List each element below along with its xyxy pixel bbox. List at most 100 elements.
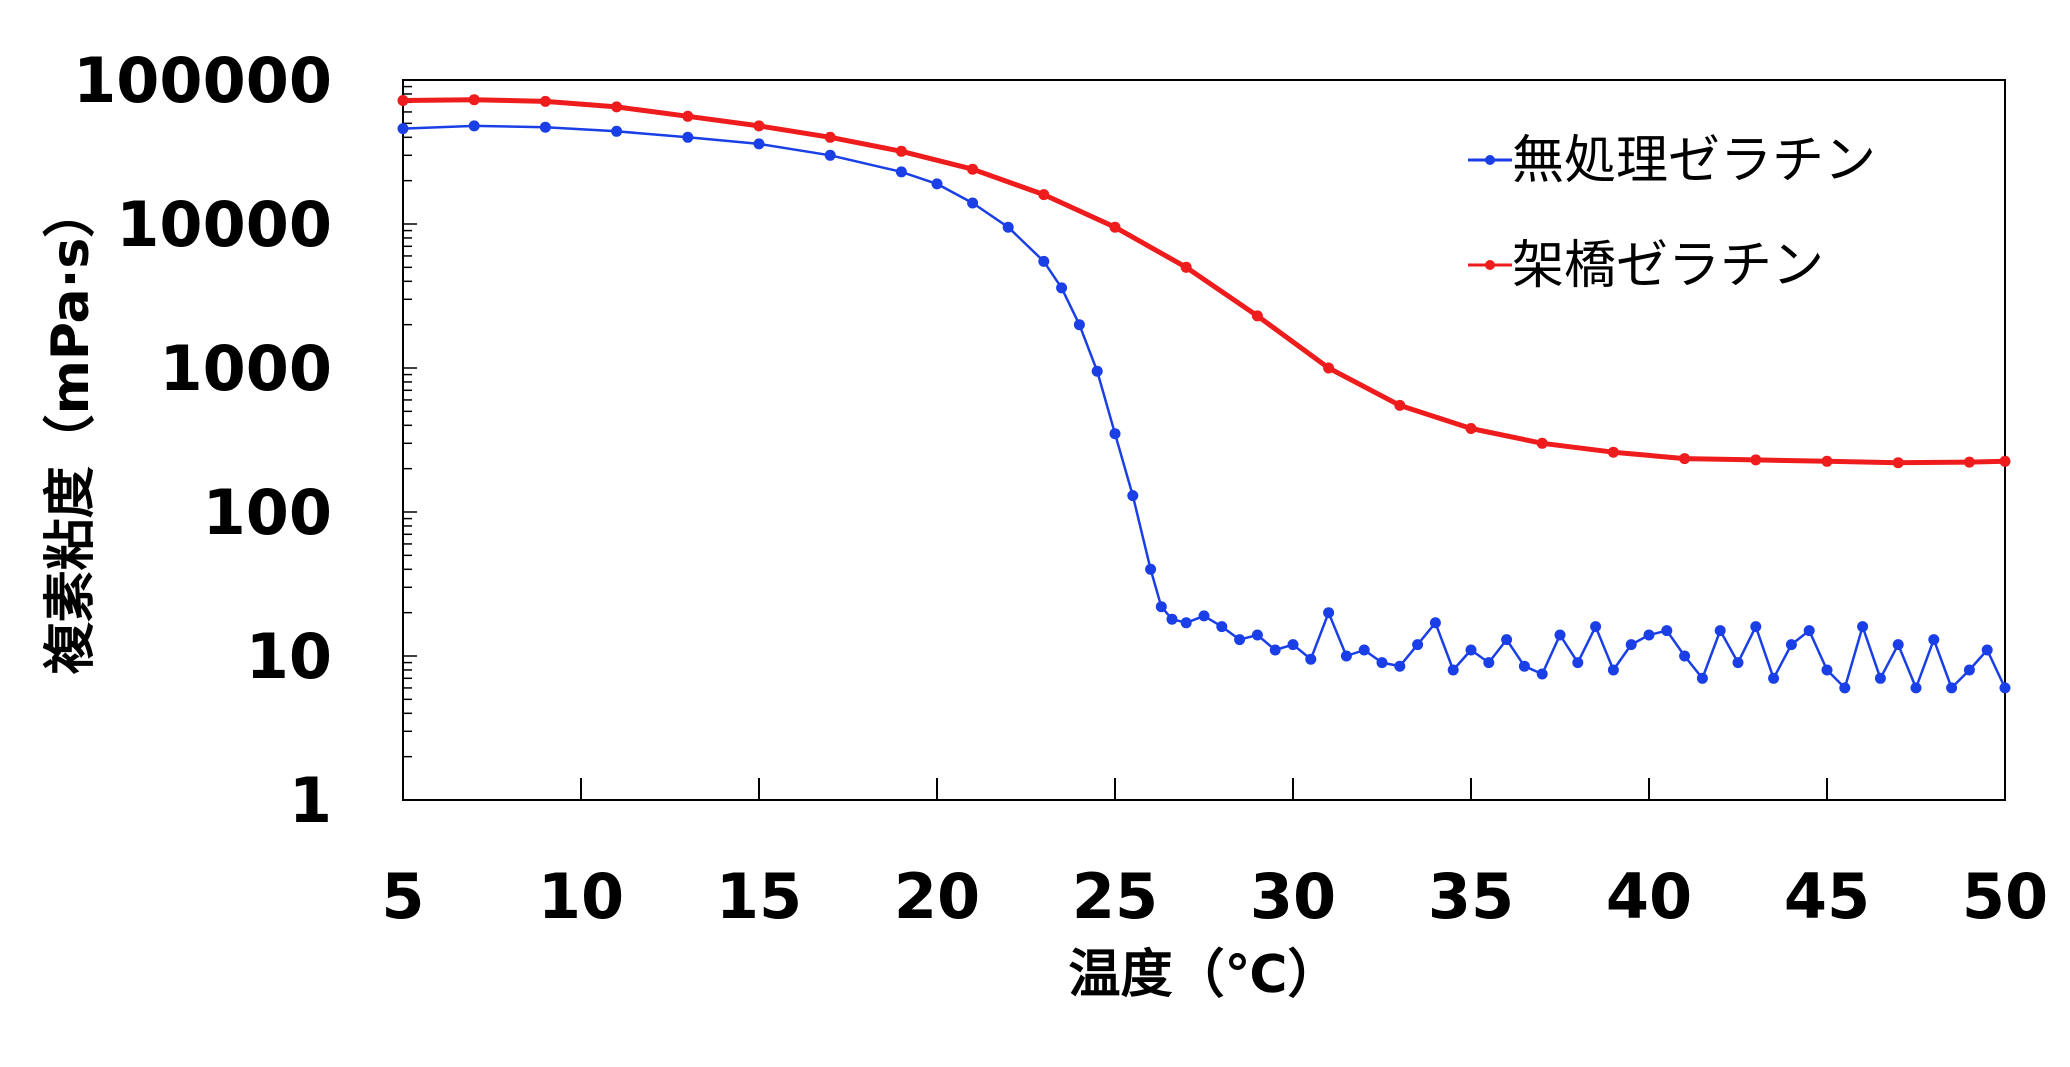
series-layer [397,94,2011,694]
y-tick-labels: 1 10 100 1000 10000 100000 [73,44,332,837]
data-point-untreated [1696,672,1708,684]
data-point-crosslinked [1180,261,1192,273]
data-point-crosslinked [967,163,979,175]
data-point-untreated [1166,613,1178,625]
data-point-untreated [1198,610,1210,622]
data-point-crosslinked [1999,455,2011,467]
legend: 無処理ゼラチン 架橋ゼラチン [1468,131,1876,296]
legend-item-crosslinked: 架橋ゼラチン [1468,236,1824,296]
data-point-crosslinked [824,131,836,143]
data-point-crosslinked [1892,457,1904,469]
y-minor-ticks [403,85,417,801]
data-point-untreated [1038,255,1050,267]
data-point-untreated [1376,657,1388,669]
data-point-untreated [1536,668,1548,680]
y-tick-label: 10 [246,620,332,693]
x-tick-label: 50 [1962,860,2048,933]
data-point-crosslinked [1750,454,1762,466]
data-point-untreated [1750,621,1762,633]
data-point-untreated [1679,650,1691,662]
data-point-untreated [1999,682,2011,694]
legend-label-crosslinked: 架橋ゼラチン [1512,236,1824,296]
data-point-untreated [1518,660,1530,672]
data-point-untreated [1643,629,1655,641]
x-tick-label: 10 [538,860,624,933]
data-point-untreated [1785,639,1797,651]
data-point-untreated [1554,629,1566,641]
data-point-untreated [1412,639,1424,651]
x-axis-title: 温度（℃） [1069,945,1340,1005]
x-tick-label: 35 [1428,860,1514,933]
data-point-untreated [1155,601,1167,613]
data-point-crosslinked [1038,189,1050,201]
data-point-untreated [1073,319,1085,331]
data-point-untreated [1251,629,1263,641]
data-point-untreated [931,178,943,190]
data-point-untreated [753,138,765,150]
data-point-untreated [1358,644,1370,656]
data-point-crosslinked [611,101,623,113]
data-point-untreated [611,125,623,137]
data-point-untreated [1145,563,1157,575]
data-point-crosslinked [753,120,765,132]
data-point-untreated [1447,664,1459,676]
data-point-untreated [1056,282,1068,294]
y-tick-label: 100000 [73,44,332,117]
y-axis-title: 複素粘度（mPa·s） [41,186,101,675]
data-point-untreated [1946,682,1958,694]
data-point-untreated [1127,490,1139,502]
data-point-untreated [824,149,836,161]
data-point-untreated [895,166,907,178]
data-point-untreated [1501,634,1513,646]
data-point-untreated [1572,657,1584,669]
plot-frame [402,79,2006,801]
data-point-crosslinked [1679,453,1691,465]
legend-item-untreated: 無処理ゼラチン [1468,131,1876,191]
data-point-untreated [1109,428,1121,440]
data-point-untreated [1269,644,1281,656]
data-point-untreated [1607,664,1619,676]
data-point-crosslinked [1394,399,1406,411]
data-point-crosslinked [1607,446,1619,458]
data-point-crosslinked [468,94,480,106]
data-point-crosslinked [1109,221,1121,233]
y-tick-label: 10000 [116,188,332,261]
data-point-untreated [1483,657,1495,669]
data-point-untreated [1091,365,1103,377]
legend-marker-untreated [1485,155,1495,165]
data-point-crosslinked [1251,310,1263,322]
data-point-untreated [1340,650,1352,662]
x-tick-label: 30 [1250,860,1336,933]
data-point-untreated [1465,644,1477,656]
data-point-untreated [1910,682,1922,694]
data-point-untreated [1732,657,1744,669]
data-point-crosslinked [539,95,551,107]
data-point-untreated [1874,672,1886,684]
x-ticks [402,778,2006,800]
legend-marker-crosslinked [1485,260,1495,270]
data-point-untreated [1429,617,1441,629]
y-tick-label: 100 [203,476,332,549]
data-point-untreated [1768,672,1780,684]
data-point-crosslinked [1465,423,1477,434]
x-tick-label: 20 [894,860,980,933]
data-point-crosslinked [397,95,409,106]
data-point-untreated [1305,653,1317,665]
data-point-untreated [397,123,409,135]
data-point-crosslinked [1821,455,1833,467]
x-tick-label: 15 [716,860,802,933]
data-point-untreated [1323,607,1335,619]
data-point-untreated [1892,639,1904,651]
data-point-untreated [682,131,694,143]
x-tick-label: 45 [1784,860,1870,933]
data-point-untreated [1234,634,1246,646]
x-tick-label: 40 [1606,860,1692,933]
data-point-untreated [1287,639,1299,651]
data-point-untreated [468,120,480,132]
data-point-untreated [1981,644,1993,656]
data-point-untreated [1857,621,1869,633]
x-tick-labels: 5 10 15 20 25 30 35 40 45 50 [381,860,2048,933]
data-point-crosslinked [895,145,907,157]
data-point-crosslinked [1323,362,1335,374]
data-point-untreated [1661,625,1673,637]
